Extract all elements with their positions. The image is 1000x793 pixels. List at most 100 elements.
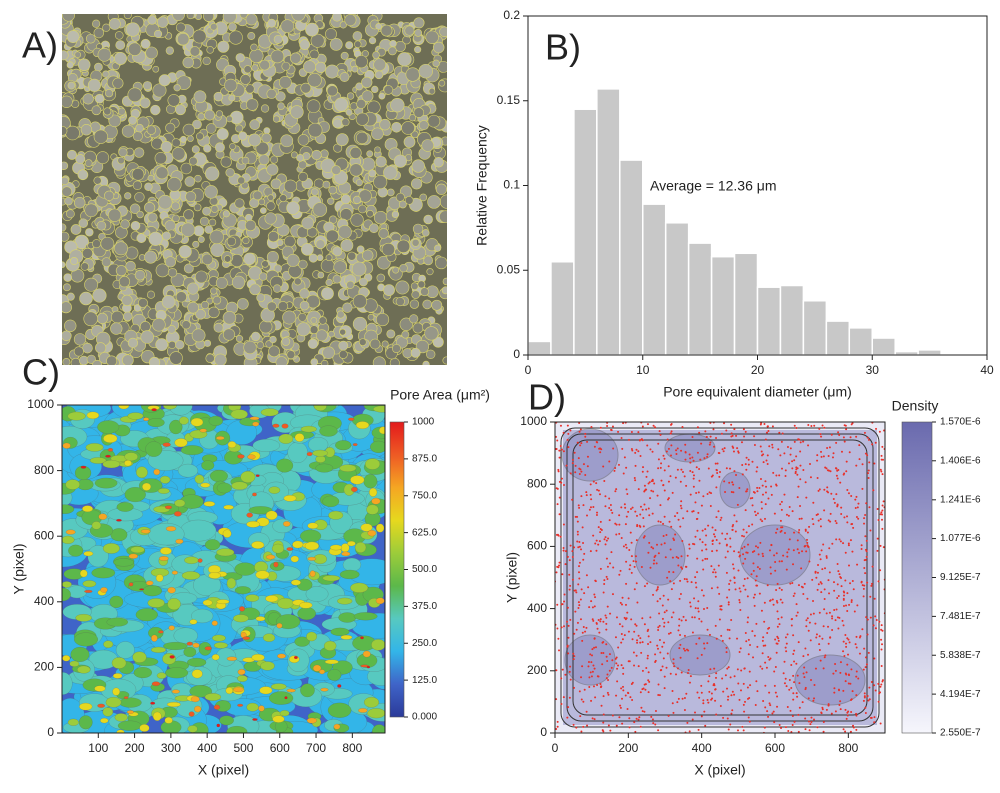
grain [127, 337, 139, 349]
grain [439, 26, 447, 38]
sample-point [784, 726, 787, 729]
sample-point [775, 474, 778, 477]
sample-point [608, 460, 611, 463]
sample-point [575, 628, 578, 631]
sample-point [663, 625, 666, 628]
sample-point [806, 531, 809, 534]
sample-point [593, 718, 596, 721]
sample-point [621, 603, 624, 606]
sample-point [747, 697, 750, 700]
sample-point [851, 580, 854, 583]
sample-point [781, 601, 784, 604]
sample-point [799, 478, 802, 481]
sample-point [820, 711, 823, 714]
grain [114, 31, 124, 40]
sample-point [825, 612, 828, 615]
grain [290, 105, 304, 119]
sample-point [836, 504, 839, 507]
contour-blob [189, 685, 212, 698]
contour-blob [341, 551, 351, 557]
grain [77, 58, 91, 72]
sample-point [607, 724, 610, 727]
sample-point [760, 422, 763, 425]
sample-point [628, 548, 631, 551]
sample-point [584, 435, 587, 438]
sample-point [848, 564, 851, 567]
sample-point [793, 660, 796, 663]
sample-point [625, 582, 628, 585]
sample-point [601, 663, 604, 666]
sample-point [646, 654, 649, 657]
micrograph-grains [62, 14, 447, 365]
sample-point [780, 616, 783, 619]
sample-point [866, 436, 869, 439]
grain [97, 48, 112, 62]
sample-point [848, 674, 851, 677]
contour-blob [181, 571, 201, 580]
grain [273, 264, 282, 273]
contour-blob [162, 653, 176, 665]
sample-point [705, 548, 708, 551]
contour-blob [340, 634, 353, 640]
sample-point [881, 509, 884, 512]
sample-point [645, 508, 648, 511]
contour-blob [94, 477, 118, 489]
contour-blob [211, 620, 218, 626]
sample-point [698, 468, 701, 471]
sample-point [860, 544, 863, 547]
grain [266, 301, 277, 312]
grain [270, 155, 279, 164]
grain [419, 193, 428, 202]
contour-blob [183, 646, 197, 658]
sample-point [642, 536, 645, 539]
sample-point [773, 684, 776, 687]
sample-point [707, 701, 710, 704]
grain [401, 121, 415, 135]
sample-point [879, 569, 882, 572]
sample-point [589, 483, 592, 486]
sample-point [873, 721, 876, 724]
sample-point [847, 542, 850, 545]
sample-point [745, 531, 748, 534]
grain [204, 109, 215, 121]
sample-point [730, 491, 733, 494]
sample-point [578, 506, 581, 509]
grain [157, 194, 173, 210]
sample-point [842, 594, 845, 597]
sample-point [721, 448, 724, 451]
grain [104, 190, 115, 201]
grain [114, 241, 128, 256]
grain [283, 179, 298, 193]
sample-point [831, 617, 834, 620]
sample-point [578, 604, 581, 607]
sample-point [747, 653, 750, 656]
sample-point [681, 426, 684, 429]
x-tick-label: 0 [552, 741, 559, 755]
sample-point [784, 677, 787, 680]
contour-blob [366, 665, 371, 669]
grain [168, 340, 177, 349]
grain [320, 149, 329, 159]
sample-point [805, 550, 808, 553]
sample-point [702, 699, 705, 702]
sample-point [845, 460, 848, 463]
contour-blob [128, 553, 139, 559]
contour-blob [324, 659, 339, 665]
sample-point [581, 665, 584, 668]
sample-point [657, 458, 660, 461]
sample-point [778, 431, 781, 434]
sample-point [616, 667, 619, 670]
grain [325, 229, 339, 243]
sample-point [716, 462, 719, 465]
sample-point [857, 502, 860, 505]
grain [199, 216, 210, 227]
sample-point [795, 455, 798, 458]
grain [442, 356, 447, 365]
sample-point [693, 597, 696, 600]
grain [328, 330, 335, 338]
sample-point [817, 563, 820, 566]
grain [92, 288, 107, 303]
sample-point [747, 463, 750, 466]
sample-point [596, 627, 599, 630]
sample-point [842, 590, 845, 593]
